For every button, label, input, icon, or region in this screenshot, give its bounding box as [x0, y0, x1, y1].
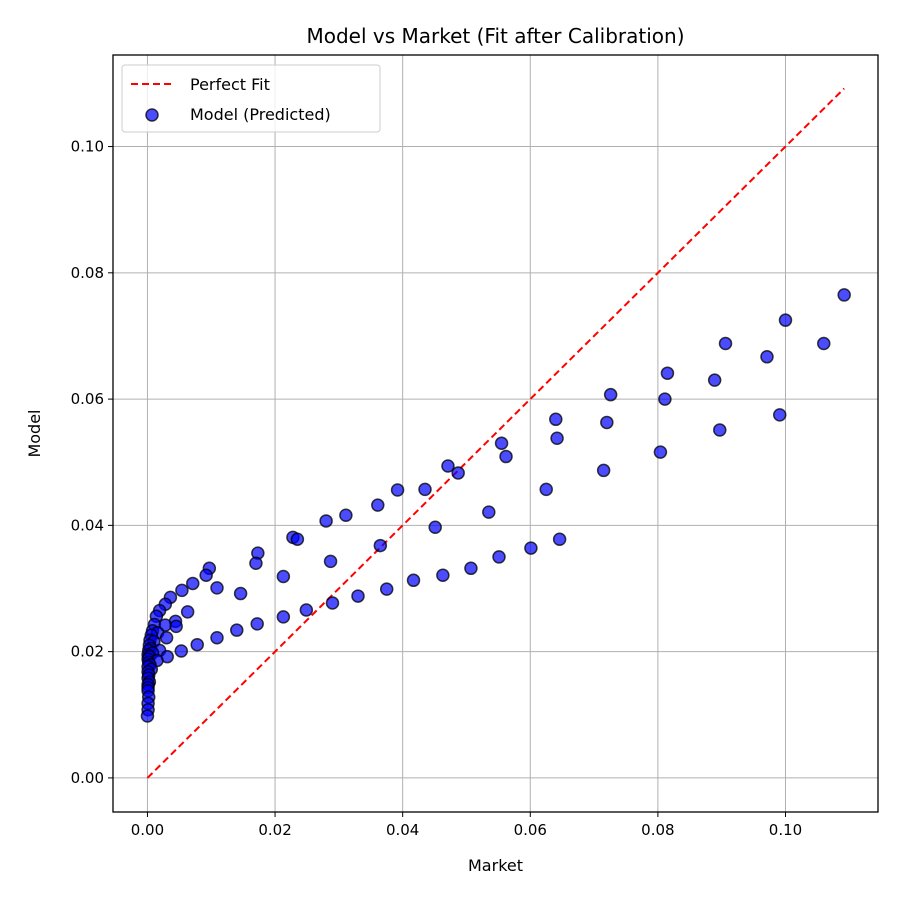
scatter-point	[199, 568, 213, 582]
scatter-point	[653, 445, 668, 459]
scatter-point	[319, 514, 333, 528]
scatter-point	[323, 554, 338, 569]
y-tick-label: 0.02	[71, 643, 104, 661]
scatter-point	[436, 568, 450, 582]
scatter-point	[492, 550, 506, 564]
scatter-point	[482, 505, 496, 519]
scatter-point	[713, 423, 727, 437]
scatter-point	[707, 373, 722, 387]
scatter-point	[524, 541, 538, 555]
legend-label-perfect-fit: Perfect Fit	[190, 75, 270, 94]
scatter-point	[552, 532, 567, 547]
scatter-point	[428, 520, 442, 535]
legend-label-model: Model (Predicted)	[190, 105, 331, 124]
scatter-point	[351, 589, 365, 603]
scatter-point	[174, 644, 189, 658]
x-tick-label: 0.00	[131, 821, 164, 839]
y-tick-label: 0.06	[71, 390, 104, 408]
scatter-point	[339, 508, 353, 523]
scatter-point	[660, 366, 675, 380]
y-tick-label: 0.00	[71, 769, 104, 787]
scatter-point	[276, 569, 291, 584]
scatter-point	[406, 573, 421, 588]
scatter-point	[418, 482, 432, 497]
scatter-point	[390, 483, 405, 497]
y-tick-label: 0.10	[71, 138, 104, 156]
scatter-point	[373, 538, 388, 553]
points-layer	[140, 288, 851, 723]
y-axis: 0.00 0.02 0.04 0.06 0.08 0.10	[71, 138, 113, 787]
scatter-point	[233, 586, 248, 601]
legend-marker-model	[145, 108, 159, 122]
x-tick-label: 0.08	[641, 821, 674, 839]
scatter-point	[159, 630, 174, 645]
scatter-point	[499, 449, 513, 464]
scatter-point	[550, 431, 564, 445]
scatter-point	[464, 561, 478, 576]
scatter-point	[772, 408, 787, 422]
grid	[113, 55, 878, 812]
scatter-point	[451, 466, 465, 480]
scatter-point	[169, 619, 183, 634]
x-tick-label: 0.04	[386, 821, 419, 839]
scatter-point	[325, 596, 340, 610]
scatter-point	[371, 498, 385, 512]
chart-title: Model vs Market (Fit after Calibration)	[306, 24, 684, 48]
x-axis-label: Market	[468, 856, 523, 875]
x-axis: 0.00 0.02 0.04 0.06 0.08 0.10	[131, 812, 802, 839]
scatter-point	[718, 336, 733, 351]
scatter-point	[190, 637, 204, 652]
scatter-point	[549, 412, 563, 427]
scatter-point	[230, 623, 244, 637]
x-tick-label: 0.06	[514, 821, 547, 839]
scatter-point	[175, 583, 189, 598]
scatter-point	[817, 336, 831, 351]
scatter-point	[658, 392, 672, 406]
scatter-point	[210, 581, 224, 595]
scatter-point	[600, 415, 614, 430]
legend: Perfect Fit Model (Predicted)	[121, 64, 381, 133]
scatter-point	[494, 436, 509, 451]
scatter-point	[596, 463, 611, 478]
scatter-point	[210, 630, 224, 645]
legend-box	[121, 64, 381, 133]
scatter-point	[290, 532, 305, 547]
scatter-point	[603, 387, 618, 402]
x-tick-label: 0.10	[769, 821, 802, 839]
scatter-point	[539, 482, 553, 497]
x-tick-label: 0.02	[258, 821, 291, 839]
y-tick-label: 0.04	[71, 516, 104, 534]
scatter-point	[186, 576, 200, 591]
scatter-point	[441, 459, 455, 473]
scatter-point	[250, 617, 264, 631]
scatter-point	[379, 582, 394, 596]
plot-frame	[112, 54, 879, 813]
y-tick-label: 0.08	[71, 264, 104, 282]
scatter-point	[276, 610, 291, 624]
perfect-fit-layer	[146, 87, 845, 779]
scatter-point	[249, 556, 263, 570]
scatter-point	[180, 605, 195, 619]
scatter-point	[299, 603, 314, 617]
scatter-point	[140, 709, 155, 723]
perfect-fit-line	[146, 87, 845, 779]
scatter-point	[778, 313, 793, 327]
scatter-point	[837, 288, 851, 302]
scatter-point	[760, 350, 774, 364]
y-axis-label: Model	[25, 409, 44, 457]
